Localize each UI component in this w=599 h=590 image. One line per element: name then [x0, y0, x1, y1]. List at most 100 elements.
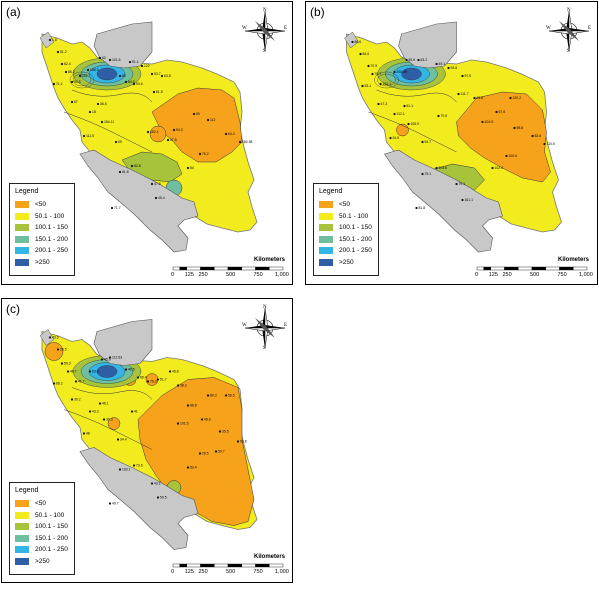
- scalebar-title: Kilometers: [254, 554, 286, 560]
- station-label: 49.5: [128, 368, 135, 372]
- compass-rose-icon: [244, 10, 286, 52]
- legend-item: <50: [319, 201, 350, 209]
- station-label: 104.1: [383, 82, 392, 86]
- scalebar-segment: [531, 266, 546, 271]
- station-dot: [116, 438, 120, 441]
- legend-swatch: [15, 258, 29, 266]
- scalebar-segment: [269, 563, 284, 568]
- station-label: 84.5: [128, 80, 135, 84]
- station-dot: [186, 466, 190, 469]
- station-label: 53.1: [365, 84, 372, 88]
- legend-item: 50.1 - 100: [15, 212, 65, 221]
- station-dot: [351, 40, 354, 44]
- station-label: 156.3: [90, 68, 99, 72]
- scalebar-segment: [186, 266, 201, 271]
- north-arrow-b: N S E W: [546, 8, 592, 54]
- station-dot: [513, 126, 516, 130]
- scalebar-segment: [172, 563, 181, 568]
- station-dot: [118, 468, 122, 471]
- scalebar-tick-label: 250: [198, 272, 208, 278]
- station-label: 112.1: [397, 112, 405, 116]
- contour-line: [376, 89, 457, 103]
- station-label: 76.3: [150, 380, 157, 384]
- contour-line: [63, 111, 153, 153]
- persian-gulf: [384, 149, 503, 253]
- station-label: 43.5: [52, 336, 59, 340]
- legend-swatch: [319, 258, 333, 266]
- station-dot: [132, 82, 136, 86]
- station-dot: [124, 368, 128, 371]
- legend-title: Legend: [15, 487, 39, 494]
- legend-label: 150.1 - 200: [35, 235, 68, 243]
- low-precip-spot: [149, 125, 167, 143]
- station-dot: [52, 382, 56, 385]
- low-precip-spot: [107, 417, 121, 430]
- station-dot: [389, 136, 392, 140]
- legend-label: 200.1 - 250: [339, 247, 372, 254]
- station-dot: [214, 450, 218, 453]
- caspian-sea: [93, 319, 153, 366]
- station-label: 64.3: [228, 132, 235, 136]
- station-dot: [140, 64, 144, 68]
- low-precip-spot-nw: [44, 342, 64, 361]
- station-dot: [146, 380, 150, 383]
- station-label: 67.8: [170, 138, 177, 142]
- station-label: 75.1: [425, 172, 432, 176]
- scalebar-tick-label: 250: [502, 272, 512, 278]
- station-dot: [206, 118, 210, 122]
- scalebar-tick-label: 0: [171, 272, 175, 278]
- scalebar-segment: [490, 266, 505, 271]
- legend-swatch: [319, 247, 333, 254]
- panel-label-c: (c): [6, 302, 20, 316]
- legend-label: 50.1 - 100: [35, 212, 65, 220]
- station-dot: [114, 140, 118, 144]
- station-dot: [198, 452, 202, 455]
- compass-point-light: [264, 307, 269, 329]
- scalebar-tick-label: 500: [226, 272, 236, 278]
- legend-item: 200.1 - 250: [15, 247, 68, 255]
- station-label: 104.6: [439, 166, 448, 170]
- legend-item: >250: [319, 258, 354, 267]
- scalebar-c: Kilometers 0 125 250 500 750 1,000: [170, 554, 289, 576]
- station-label: 75.2: [202, 152, 209, 156]
- station-dot: [417, 58, 420, 62]
- station-dot: [367, 64, 370, 68]
- legend-b: Legend <50 50.1 - 100 100.1 - 150 150.1 - 20…: [313, 183, 379, 276]
- station-label: 48: [86, 432, 90, 436]
- station-dot: [136, 376, 140, 379]
- station-dot: [118, 74, 122, 78]
- compass-point-dark: [265, 28, 285, 31]
- compass-point-light: [244, 327, 266, 332]
- caspian-sea: [93, 21, 153, 69]
- station-label: 46.6: [204, 418, 211, 422]
- legend-item: 100.1 - 150: [319, 224, 372, 232]
- station-label: 101.5: [180, 422, 189, 426]
- station-dot: [64, 70, 68, 74]
- station-label: 122: [144, 64, 150, 68]
- station-label: 34.4: [120, 438, 127, 442]
- legend-swatch: [319, 201, 333, 208]
- station-label: 104.5: [485, 120, 494, 124]
- station-dot: [150, 72, 154, 76]
- panel-label-a: (a): [6, 5, 21, 19]
- station-dot: [150, 482, 154, 485]
- station-dot: [98, 56, 102, 60]
- legend-swatch: [319, 224, 333, 231]
- station-dot: [156, 378, 160, 381]
- station-dot: [405, 58, 408, 62]
- station-dot: [128, 60, 132, 64]
- station-dot: [473, 96, 476, 100]
- station-label: 67.8: [499, 110, 506, 114]
- legend-label: 200.1 - 250: [35, 546, 68, 553]
- station-dot: [421, 140, 424, 144]
- iran-map-b: 86.6 84.6 70.9 76.7 53.1 104.1 200.45 59.6 63.2 4…: [344, 21, 562, 253]
- station-dot: [150, 182, 154, 186]
- legend-label: 50.1 - 100: [35, 511, 65, 519]
- station-label: 180.98: [242, 140, 252, 144]
- legend-label: 50.1 - 100: [339, 212, 369, 220]
- station-dot: [110, 206, 114, 210]
- station-dot: [200, 418, 204, 421]
- station-dot: [435, 166, 438, 170]
- station-label: 66.2: [56, 382, 63, 386]
